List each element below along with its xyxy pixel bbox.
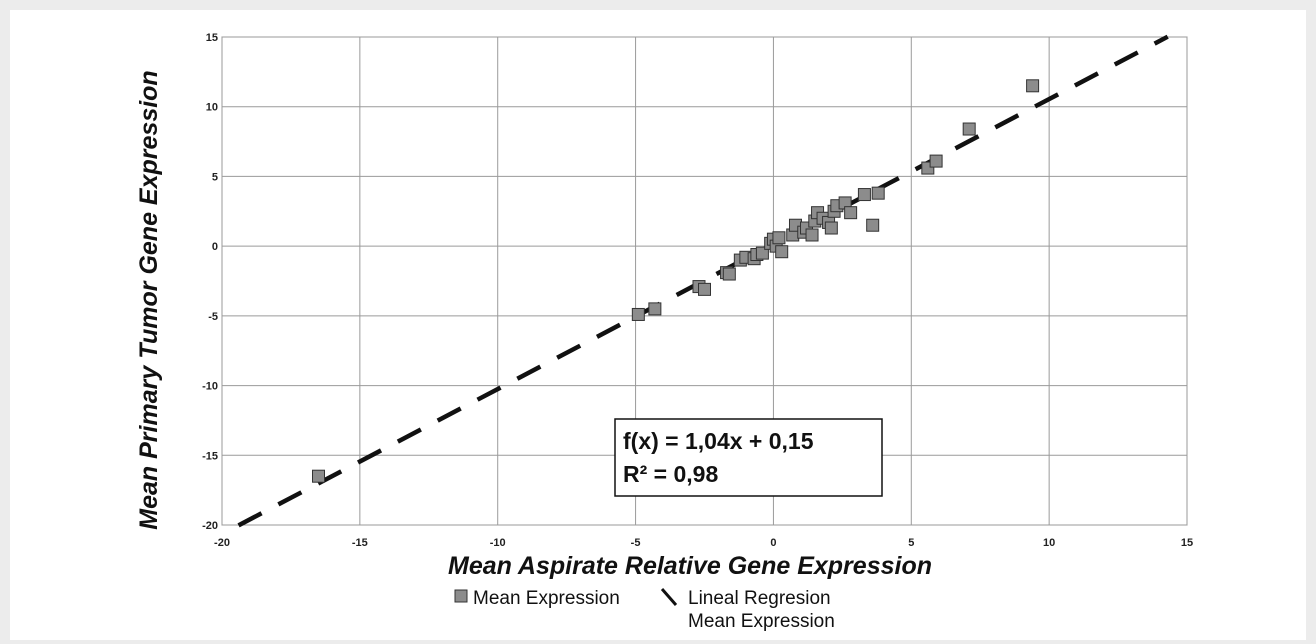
y-tick-label: -20 bbox=[202, 520, 218, 532]
x-tick-label: 5 bbox=[908, 537, 914, 549]
x-tick-label: -10 bbox=[490, 537, 506, 549]
y-tick-label: 5 bbox=[212, 171, 218, 183]
data-point bbox=[722, 267, 736, 281]
equation-box: f(x) = 1,04x + 0,15 R² = 0,98 bbox=[614, 418, 883, 497]
data-point bbox=[824, 221, 838, 235]
data-point bbox=[775, 245, 789, 259]
data-point bbox=[844, 206, 858, 220]
x-tick-label: -15 bbox=[352, 537, 368, 549]
x-axis-title: Mean Aspirate Relative Gene Expression bbox=[448, 552, 932, 580]
x-tick-label: -20 bbox=[214, 537, 230, 549]
y-tick-label: 0 bbox=[212, 241, 218, 253]
legend-label-points: Mean Expression bbox=[473, 588, 620, 609]
figure: -20 -15 -10 -5 0 5 10 15 -20 -15 -10 -5 0 5 10 15 Mean… bbox=[10, 10, 1306, 640]
data-point bbox=[1026, 79, 1040, 93]
x-tick-label: -5 bbox=[631, 537, 641, 549]
data-point bbox=[871, 186, 885, 200]
y-axis-title: Mean Primary Tumor Gene Expression bbox=[135, 70, 163, 529]
regression-line-group bbox=[237, 34, 1169, 528]
equation-text: f(x) = 1,04x + 0,15 bbox=[623, 428, 814, 454]
data-point bbox=[631, 307, 645, 321]
data-point bbox=[772, 231, 786, 245]
x-tick-labels: -20 -15 -10 -5 0 5 10 15 bbox=[214, 537, 1193, 549]
y-tick-label: -5 bbox=[208, 311, 218, 323]
legend-line-marker bbox=[660, 588, 678, 606]
y-tick-label: -10 bbox=[202, 381, 218, 393]
y-tick-label: 10 bbox=[206, 102, 218, 114]
y-tick-label: 15 bbox=[206, 32, 218, 44]
data-point bbox=[929, 154, 943, 168]
data-point bbox=[755, 246, 769, 260]
x-tick-label: 10 bbox=[1043, 537, 1055, 549]
scatter-chart: -20 -15 -10 -5 0 5 10 15 -20 -15 -10 -5 0 5 10 15 Mean… bbox=[135, 32, 1193, 632]
data-point bbox=[312, 469, 325, 483]
x-tick-label: 15 bbox=[1181, 537, 1193, 549]
data-point bbox=[962, 122, 976, 136]
y-tick-labels: -20 -15 -10 -5 0 5 10 15 bbox=[202, 32, 218, 532]
legend: Mean Expression Lineal Regresion Mean Ex… bbox=[454, 588, 835, 632]
legend-label-line-1: Lineal Regresion bbox=[688, 588, 831, 609]
data-point bbox=[805, 228, 819, 242]
x-tick-label: 0 bbox=[770, 537, 776, 549]
data-points bbox=[312, 79, 1040, 483]
data-point bbox=[648, 302, 662, 316]
data-point bbox=[698, 282, 711, 296]
regression-line bbox=[237, 34, 1169, 528]
legend-square-marker bbox=[454, 589, 468, 603]
data-point bbox=[857, 188, 871, 202]
r-squared-text: R² = 0,98 bbox=[623, 461, 718, 487]
y-tick-label: -15 bbox=[202, 450, 218, 462]
data-point bbox=[866, 218, 880, 232]
legend-label-line-2: Mean Expression bbox=[688, 611, 835, 632]
